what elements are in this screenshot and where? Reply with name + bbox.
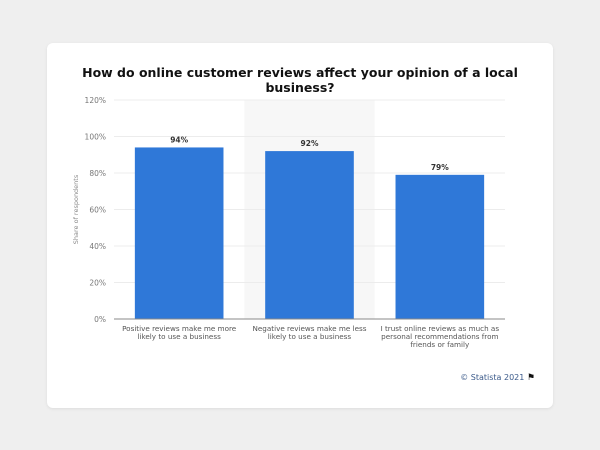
statista-credit[interactable]: © Statista 2021 ⚑: [460, 373, 535, 383]
flag-icon[interactable]: ⚑: [526, 373, 535, 383]
data-label: 94%: [170, 135, 188, 144]
x-tick-label: friends or family: [410, 340, 470, 349]
y-tick-label: 80%: [89, 169, 106, 178]
data-label: 79%: [431, 163, 449, 172]
y-axis-label: Share of respondents: [72, 174, 80, 244]
bar-chart: 0% 20% 40% 60% 80% 100% 120% Share of responden…: [72, 96, 505, 349]
y-tick-label: 120%: [85, 96, 106, 105]
credit-text: © Statista 2021: [460, 373, 525, 382]
chart-title: How do online customer reviews affect yo…: [82, 65, 518, 95]
x-tick-label: Positive reviews make me more: [122, 324, 237, 333]
x-tick-label: I trust online reviews as much as: [381, 324, 500, 333]
bar: [395, 174, 485, 319]
x-tick-label: Negative reviews make me less: [253, 324, 367, 333]
y-tick-label: 40%: [89, 242, 106, 251]
x-tick-label: personal recommendations from: [381, 332, 498, 341]
y-tick-label: 60%: [89, 206, 106, 215]
bar: [265, 151, 354, 319]
y-tick-label: 20%: [89, 279, 106, 288]
y-tick-label: 0%: [94, 315, 106, 324]
y-tick-label: 100%: [85, 133, 106, 142]
x-tick-label: likely to use a business: [268, 332, 352, 341]
x-tick-label: likely to use a business: [137, 332, 221, 341]
bar: [134, 147, 224, 319]
data-label: 92%: [301, 139, 319, 148]
chart-card: How do online customer reviews affect yo…: [47, 43, 553, 408]
